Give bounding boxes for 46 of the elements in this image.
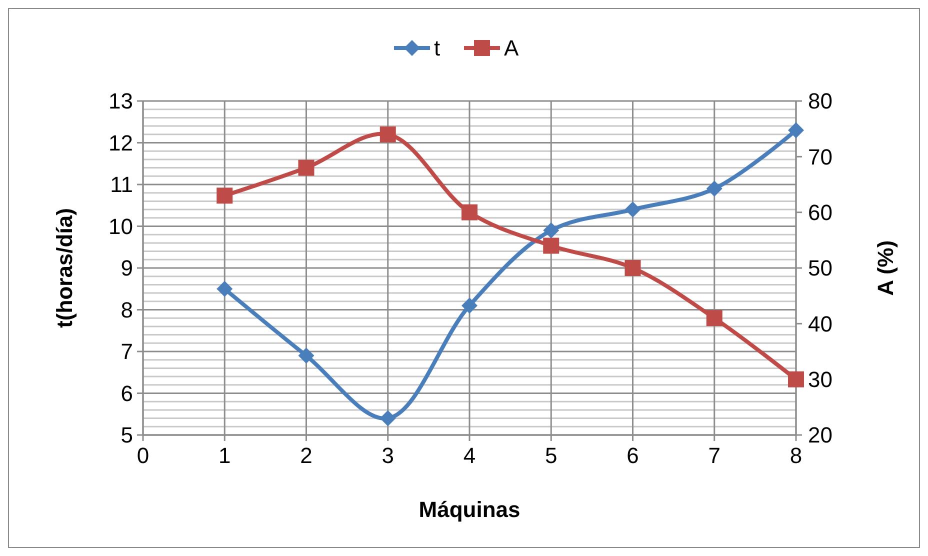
x-axis-title: Máquinas xyxy=(418,497,520,522)
x-tick-label: 7 xyxy=(708,443,720,468)
y-tick-label: 6 xyxy=(120,380,133,406)
point xyxy=(462,204,478,220)
point xyxy=(298,160,314,176)
x-tick-label: 4 xyxy=(463,443,476,468)
y2-tick-label: 60 xyxy=(808,200,832,226)
y2-tick-label: 70 xyxy=(808,144,832,170)
x-tick-label: 3 xyxy=(382,443,394,468)
point xyxy=(706,310,722,326)
point xyxy=(543,238,560,254)
y-tick-label: 9 xyxy=(120,256,133,281)
y2-axis-title: A (%) xyxy=(873,240,898,296)
point xyxy=(298,348,314,364)
y-tick-label: 8 xyxy=(120,297,133,322)
y-tick-label: 10 xyxy=(108,214,133,239)
x-tick-label: 8 xyxy=(790,443,802,468)
x-tick-label: 5 xyxy=(545,443,558,468)
y2-tick-label: 20 xyxy=(808,422,832,448)
y2-tick-label: 40 xyxy=(808,311,832,336)
point xyxy=(706,180,722,197)
y-tick-label: 7 xyxy=(120,339,133,364)
y2-tick-label: 80 xyxy=(808,88,832,114)
point xyxy=(216,280,233,297)
y2-tick-label: 50 xyxy=(808,256,832,281)
legend-label: A xyxy=(504,36,519,61)
x-tick-label: 1 xyxy=(218,443,231,468)
x-tick-label: 0 xyxy=(136,443,150,468)
point xyxy=(543,222,560,238)
point xyxy=(788,371,804,388)
point xyxy=(380,126,396,142)
y-tick-label: 13 xyxy=(108,88,133,114)
x-tick-label: 2 xyxy=(300,443,312,468)
y-tick-label: 5 xyxy=(120,422,133,448)
y-axis-title: t(horas/día) xyxy=(52,208,77,328)
point xyxy=(462,298,478,314)
point xyxy=(216,188,233,204)
legend-label: t xyxy=(434,36,440,61)
point xyxy=(624,202,641,218)
point xyxy=(380,410,396,426)
y2-tick-label: 30 xyxy=(808,367,832,392)
point xyxy=(788,122,804,138)
y-tick-label: 11 xyxy=(110,172,133,198)
x-tick-label: 6 xyxy=(626,443,639,468)
y-tick-label: 12 xyxy=(108,130,133,156)
point xyxy=(624,260,641,276)
